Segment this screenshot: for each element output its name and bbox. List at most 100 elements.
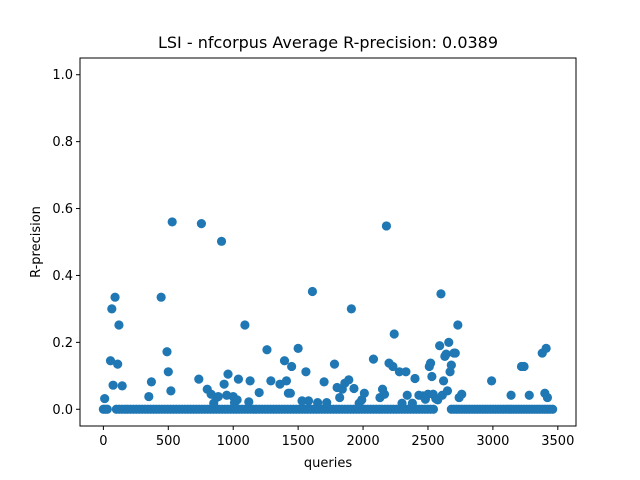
x-axis-label: queries (304, 456, 352, 471)
data-point (233, 374, 244, 384)
data-point (266, 376, 276, 386)
data-point (359, 388, 369, 398)
data-point (114, 320, 124, 330)
data-point (117, 381, 127, 391)
data-point (303, 396, 314, 406)
y-tick-label: 0.2 (52, 336, 73, 351)
data-point (428, 404, 439, 414)
data-point (389, 329, 399, 339)
data-point (438, 376, 449, 386)
data-point (425, 358, 436, 368)
x-tick-label: 2500 (411, 434, 444, 449)
x-tick-label: 3000 (476, 434, 509, 449)
x-tick-label: 2000 (347, 434, 380, 449)
data-point (319, 377, 329, 387)
data-point (401, 367, 411, 377)
data-point (108, 380, 118, 390)
data-point (297, 396, 307, 406)
data-point (244, 397, 254, 407)
data-point (254, 387, 264, 398)
data-point (307, 286, 318, 297)
data-point (436, 289, 446, 299)
data-point (322, 397, 332, 408)
data-point (541, 343, 551, 353)
plot-frame (79, 57, 577, 427)
data-point (542, 392, 553, 403)
data-point (388, 361, 398, 372)
data-point (487, 376, 497, 386)
x-tick-label: 1000 (217, 434, 250, 449)
data-point (213, 391, 223, 402)
data-point (113, 359, 123, 369)
x-tick-label: 0 (99, 434, 107, 449)
data-point (262, 345, 272, 355)
data-point (285, 388, 295, 398)
data-point (110, 292, 120, 302)
y-axis-ticks: 0.0 0.2 0.4 0.6 0.8 1.0 (52, 68, 80, 418)
data-point (196, 219, 206, 229)
data-point (524, 390, 534, 400)
data-point (301, 367, 311, 377)
data-point (102, 404, 112, 414)
data-point (232, 395, 242, 405)
data-point (144, 391, 154, 402)
data-point (100, 393, 110, 404)
data-point (105, 356, 116, 366)
data-point (394, 367, 405, 377)
data-point (381, 221, 392, 231)
x-tick-label: 1500 (282, 434, 315, 449)
data-point (397, 398, 407, 408)
data-point (245, 376, 255, 386)
data-point (506, 390, 516, 400)
data-point (450, 348, 460, 358)
data-point (156, 292, 166, 302)
data-point (368, 354, 379, 364)
data-point (407, 398, 417, 408)
data-point (442, 386, 453, 396)
data-point (281, 376, 292, 386)
data-point (146, 377, 157, 387)
y-tick-label: 0.4 (52, 269, 73, 284)
data-point (167, 217, 177, 227)
data-point (216, 236, 227, 246)
data-point (219, 379, 229, 389)
chart-title: LSI - nfcorpus Average R-precision: 0.03… (158, 33, 498, 52)
data-point (441, 349, 451, 359)
scatter-points (98, 217, 558, 414)
data-point (293, 343, 303, 353)
data-point (344, 375, 354, 385)
y-axis-label: R-precision (29, 206, 44, 278)
data-point (349, 383, 359, 394)
data-point (346, 304, 356, 314)
data-point (194, 374, 204, 384)
data-point (313, 397, 323, 408)
y-tick-label: 0.0 (52, 403, 73, 418)
data-point (444, 337, 454, 347)
data-point (329, 359, 340, 369)
data-point (457, 389, 467, 399)
data-point (410, 373, 420, 384)
x-tick-label: 3500 (541, 434, 574, 449)
x-tick-label: 500 (156, 434, 181, 449)
data-point (240, 320, 250, 330)
y-tick-label: 0.8 (52, 135, 73, 150)
data-point (427, 371, 437, 382)
data-point (435, 341, 445, 351)
data-point (446, 360, 456, 370)
data-point (107, 304, 117, 314)
data-point (548, 404, 558, 414)
y-tick-label: 0.6 (52, 202, 73, 217)
y-tick-label: 1.0 (52, 68, 73, 83)
data-point (335, 392, 345, 403)
x-axis-ticks: 0 500 1000 1500 2000 2500 3000 3500 (99, 426, 574, 449)
data-point (279, 356, 290, 366)
data-point (163, 367, 173, 377)
data-point (402, 390, 412, 400)
data-point (379, 389, 390, 399)
data-point (287, 361, 297, 372)
data-point (223, 369, 233, 379)
data-point (519, 361, 529, 372)
data-point (453, 320, 463, 330)
data-point (166, 386, 176, 396)
